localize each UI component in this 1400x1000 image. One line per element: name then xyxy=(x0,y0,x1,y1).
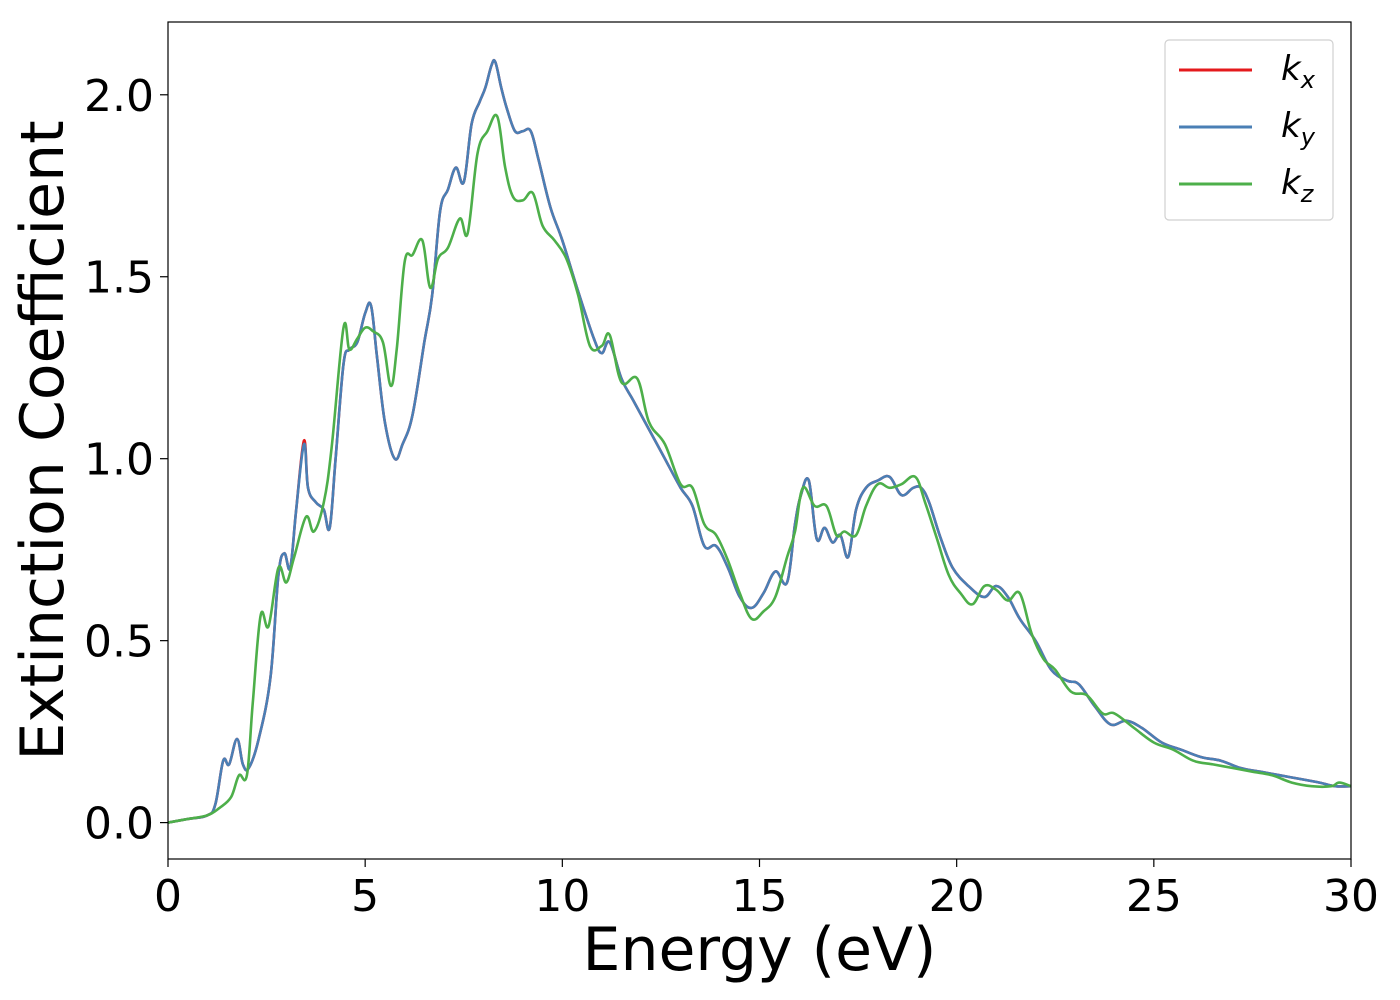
x-tick-label: 20 xyxy=(929,871,985,922)
legend-label-z: kz xyxy=(1281,163,1315,208)
y-tick-label: 0.5 xyxy=(84,617,154,668)
series-layer xyxy=(168,58,1351,824)
x-tick-label: 0 xyxy=(154,871,182,922)
legend-label-main: k xyxy=(1281,106,1302,146)
legend-label-x: kx xyxy=(1281,49,1316,94)
y-axis-label: Extinction Coefficient xyxy=(8,120,78,760)
y-tick-label: 1.5 xyxy=(84,253,154,304)
x-tick-label: 10 xyxy=(534,871,590,922)
legend-label-subscript: y xyxy=(1300,123,1316,151)
y-tick-label: 0.0 xyxy=(84,799,154,850)
legend-label-main: k xyxy=(1281,163,1302,203)
x-tick-label: 30 xyxy=(1323,871,1379,922)
series-line-z xyxy=(168,113,1351,824)
legend-box xyxy=(1164,39,1334,221)
y-tick-label: 2.0 xyxy=(84,71,154,122)
y-axis-ticks: 0.0 0.5 1.0 1.5 2.0 xyxy=(84,71,168,850)
legend-label-main: k xyxy=(1281,49,1302,89)
legend-label-subscript: x xyxy=(1300,66,1316,94)
x-tick-label: 15 xyxy=(732,871,788,922)
y-tick-label: 1.0 xyxy=(84,435,154,486)
x-tick-label: 25 xyxy=(1126,871,1182,922)
legend-label-subscript: z xyxy=(1300,180,1315,208)
x-axis-ticks: 0 5 10 15 20 25 30 xyxy=(154,859,1379,922)
legend-label-y: ky xyxy=(1281,106,1316,151)
x-axis-label: Energy (eV) xyxy=(583,915,937,985)
x-tick-label: 5 xyxy=(351,871,379,922)
